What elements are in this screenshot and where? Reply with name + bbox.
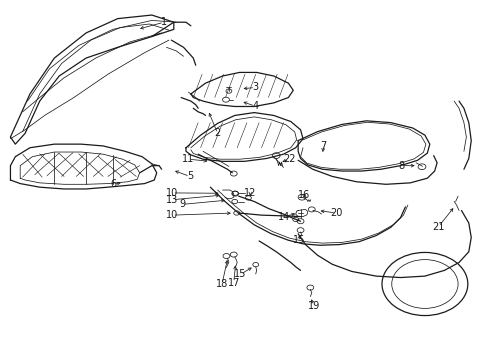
Text: 15: 15 (234, 269, 246, 279)
Text: 4: 4 (252, 101, 258, 111)
Text: 2: 2 (214, 129, 221, 138)
Text: 13: 13 (166, 195, 178, 205)
Text: 1: 1 (161, 17, 167, 27)
Text: 11: 11 (182, 154, 194, 164)
Text: 20: 20 (329, 208, 342, 218)
Text: 19: 19 (307, 301, 319, 311)
Text: 22: 22 (283, 154, 295, 164)
Text: 10: 10 (166, 210, 178, 220)
Text: 16: 16 (297, 190, 309, 200)
Text: 6: 6 (110, 179, 117, 189)
Text: 15: 15 (292, 234, 305, 244)
Text: 8: 8 (398, 161, 404, 171)
Text: 12: 12 (244, 188, 256, 198)
Text: 3: 3 (252, 82, 258, 93)
Text: 17: 17 (227, 278, 240, 288)
Text: 14: 14 (278, 212, 290, 221)
Text: 7: 7 (320, 141, 326, 151)
Text: 5: 5 (186, 171, 193, 181)
Text: 9: 9 (179, 199, 185, 210)
Text: 21: 21 (431, 222, 444, 231)
Text: 18: 18 (216, 279, 228, 289)
Text: 10: 10 (166, 188, 178, 198)
